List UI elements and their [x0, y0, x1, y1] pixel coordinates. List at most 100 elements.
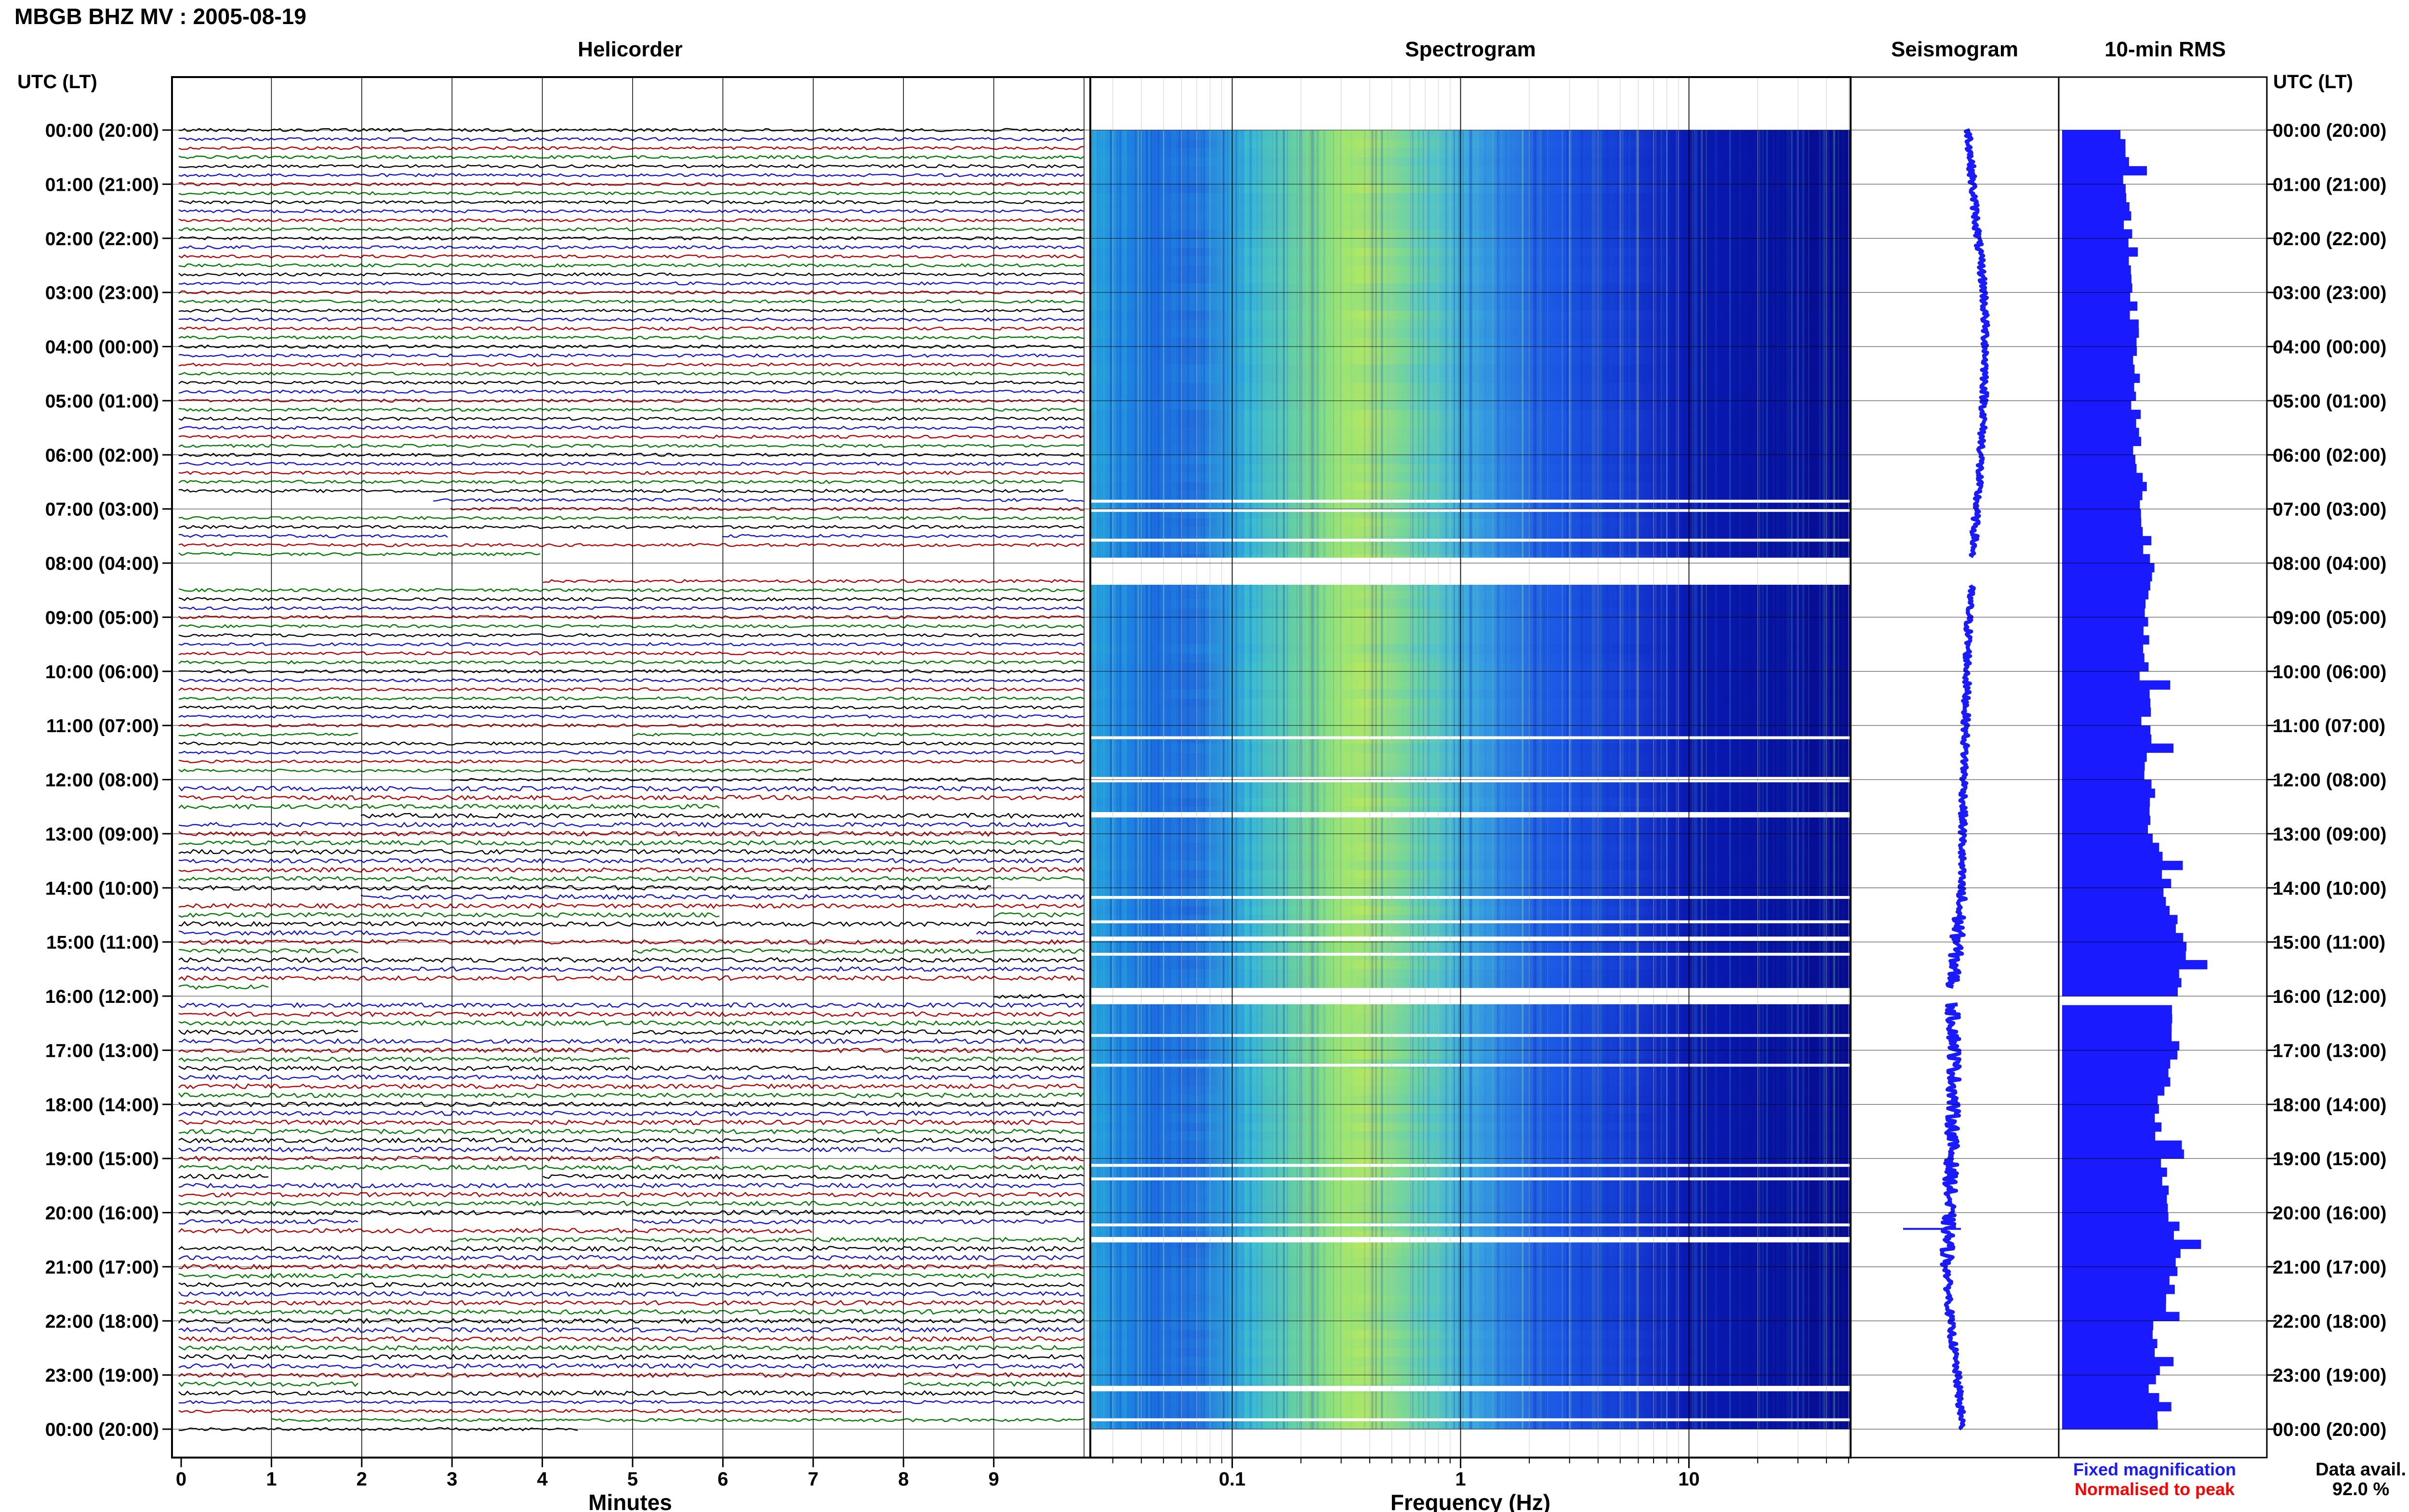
helicorder-trace: [178, 1409, 902, 1413]
hour-label-right: 14:00 (10:00): [2273, 878, 2386, 899]
helicorder-trace: [178, 1300, 1084, 1306]
hour-label-left: 23:00 (19:00): [45, 1366, 159, 1386]
helicorder-trace: [178, 803, 720, 810]
rms-bar: [2062, 329, 2139, 338]
helicorder-trace: [178, 867, 1084, 873]
rms-bar: [2062, 1195, 2167, 1204]
spectrogram-gap: [1090, 1034, 1851, 1037]
rms-bar: [2062, 500, 2140, 510]
spectrogram-row: [1090, 392, 1851, 401]
rms-bars: [2062, 130, 2208, 1430]
rms-bar: [2062, 698, 2151, 708]
rms-bar: [2062, 1095, 2158, 1105]
rms-bar: [2062, 752, 2147, 762]
spectrogram-row: [1090, 888, 1851, 897]
spectrogram-row: [1090, 815, 1851, 825]
rms-bar: [2062, 924, 2176, 933]
helicorder-trace: [178, 966, 1084, 972]
spectrogram-gap: [1090, 1386, 1851, 1392]
spectrogram-row: [1090, 1113, 1851, 1123]
spectrogram-row: [1090, 1023, 1851, 1033]
helicorder-trace: [178, 444, 1084, 448]
helicorder-trace: [178, 516, 1084, 520]
rms-bar: [2062, 1384, 2149, 1394]
spectrogram-row: [1090, 906, 1851, 915]
spectrogram-row: [1090, 1321, 1851, 1330]
hour-label-right: 21:00 (17:00): [2273, 1257, 2386, 1278]
helicorder-trace: [178, 272, 1084, 277]
minute-tick-label: 1: [266, 1469, 277, 1490]
helicorder-trace: [178, 353, 1084, 358]
rms-bar: [2062, 1239, 2201, 1249]
spectrogram-row: [1090, 1393, 1851, 1403]
helicorder-trace: [178, 1210, 1084, 1216]
helicorder-trace: [178, 1354, 1084, 1360]
helicorder-trace: [178, 137, 1084, 142]
helicorder-traces: [178, 78, 1085, 1457]
rms-bar: [2062, 1158, 2161, 1168]
spectrogram-row: [1090, 1095, 1851, 1105]
spectrogram-rows: [1090, 130, 1851, 1430]
rms-bar: [2062, 256, 2129, 266]
helicorder-trace: [178, 1011, 1084, 1017]
rms-bar: [2062, 806, 2150, 816]
rms-bar: [2062, 554, 2150, 564]
rms-bar: [2062, 373, 2140, 383]
rms-bar: [2062, 175, 2123, 184]
helicorder-trace: [178, 1002, 1084, 1009]
rms-bar: [2062, 798, 2150, 807]
helicorder-trace: [178, 1128, 1084, 1135]
spectrogram-row: [1090, 1212, 1851, 1222]
spectrogram-row: [1090, 419, 1851, 428]
helicorder-trace: [178, 1327, 1084, 1333]
helicorder-trace: [178, 1246, 1084, 1252]
hour-label-left: 15:00 (11:00): [46, 933, 159, 953]
minute-tick-label: 2: [357, 1469, 367, 1490]
rms-bar: [2062, 1339, 2158, 1348]
helicorder-trace: [178, 1173, 1084, 1180]
spectrogram-row: [1090, 924, 1851, 933]
spectrogram-row: [1090, 869, 1851, 880]
hour-label-left: 16:00 (12:00): [45, 986, 159, 1007]
rms-bar: [2062, 1122, 2162, 1132]
rms-bar: [2062, 1402, 2171, 1412]
rms-bar: [2062, 1411, 2158, 1420]
rms-bar: [2062, 436, 2142, 447]
helicorder-trace: [178, 389, 1084, 394]
hour-label-left: 07:00 (03:00): [45, 500, 159, 520]
helicorder-xlabel: Minutes: [588, 1490, 672, 1512]
helicorder-trace: [178, 912, 1084, 918]
spectrogram-heatmap: [1090, 78, 1851, 1457]
helicorder-trace: [178, 975, 1084, 982]
hour-label-right: 02:00 (22:00): [2273, 229, 2386, 250]
helicorder-trace: [178, 876, 1084, 882]
spectrogram-row: [1090, 752, 1851, 762]
spectrogram-row: [1090, 229, 1851, 239]
helicorder-trace: [178, 984, 269, 990]
helicorder-trace: [178, 371, 1084, 376]
spectrogram-bottom-blank: [1091, 1429, 1850, 1457]
spectrogram-row: [1090, 1294, 1851, 1303]
rms-bar: [2062, 770, 2144, 780]
helicorder-trace: [178, 615, 1084, 619]
helicorder-trace: [178, 263, 1084, 268]
helicorder-trace: [178, 651, 1084, 656]
rms-bar: [2062, 247, 2138, 257]
spectrogram-row: [1090, 608, 1851, 618]
helicorder-trace: [179, 1427, 578, 1432]
spectrogram-row: [1090, 797, 1851, 807]
helicorder-trace: [178, 714, 1084, 719]
legend-normalised-to-peak: Normalised to peak: [2075, 1479, 2235, 1499]
rms-bar: [2062, 933, 2184, 943]
rms-bar: [2062, 815, 2151, 825]
seismogram-frame: [1850, 76, 2060, 1459]
helicorder-trace: [178, 1164, 1084, 1171]
spectrogram-row: [1090, 1312, 1851, 1321]
helicorder-trace: [178, 660, 1084, 665]
spectrogram-gap: [1090, 500, 1851, 503]
spectrogram-row: [1090, 446, 1851, 455]
spectrogram-gap: [1090, 812, 1851, 818]
x-axes: 0 1 2 3 4 5 6 7 8 9 0.1 1 10: [176, 1458, 1849, 1490]
hour-label-right: 18:00 (14:00): [2273, 1095, 2386, 1116]
minute-tick-label: 7: [808, 1469, 819, 1490]
